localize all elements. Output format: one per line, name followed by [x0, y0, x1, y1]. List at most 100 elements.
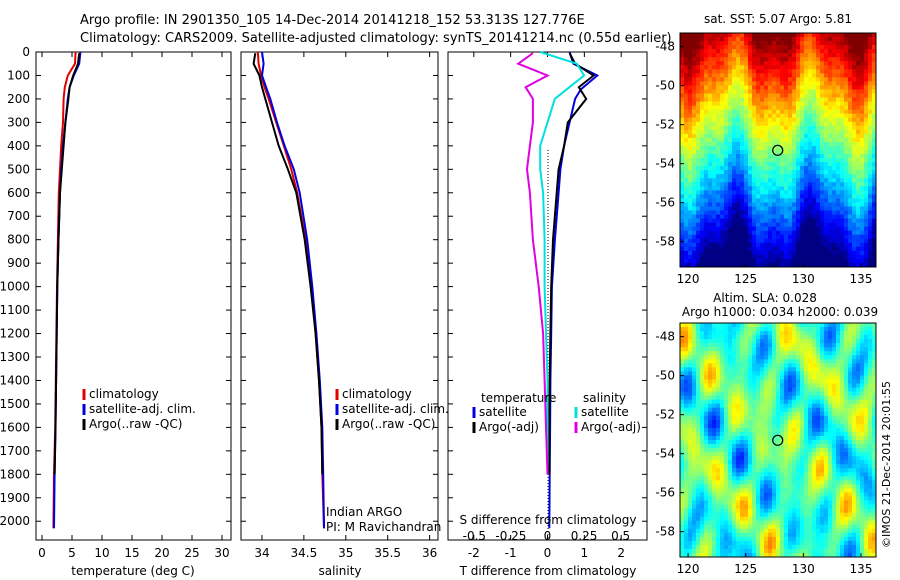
heatmap-cell: [728, 460, 733, 465]
series-line-argo-adj-: [548, 52, 596, 475]
heatmap-cell: [796, 218, 801, 224]
heatmap-cell: [788, 210, 793, 215]
heatmap-cell: [688, 194, 693, 199]
heatmap-cell: [696, 109, 701, 115]
heatmap-cell: [720, 49, 725, 54]
heatmap-cell: [840, 214, 845, 219]
heatmap-cell: [836, 435, 841, 441]
heatmap-cell: [840, 170, 845, 175]
heatmap-cell: [740, 154, 745, 159]
heatmap-cell: [720, 415, 725, 421]
heatmap-cell: [852, 117, 857, 123]
heatmap-cell: [872, 456, 877, 461]
heatmap-cell: [680, 162, 685, 167]
heatmap-cell: [868, 117, 873, 123]
heatmap-cell: [820, 137, 825, 143]
heatmap-cell: [792, 355, 797, 360]
salinity-panel: 34 34.5 35 35.5 36 salinity climatologysatel…: [240, 51, 449, 578]
heatmap-cell: [804, 174, 809, 179]
heatmap-cell: [868, 423, 873, 429]
heatmap-cell: [696, 246, 701, 252]
heatmap-cell: [828, 222, 833, 228]
heatmap-cell: [860, 166, 865, 171]
heatmap-cell: [804, 258, 809, 264]
heatmap-cell: [712, 166, 717, 171]
heatmap-cell: [748, 170, 753, 175]
heatmap-cell: [736, 214, 741, 219]
heatmap-cell: [716, 109, 721, 115]
heatmap-cell: [784, 423, 789, 429]
heatmap-cell: [740, 411, 745, 417]
heatmap-cell: [872, 178, 877, 183]
heatmap-cell: [860, 427, 865, 433]
heatmap-cell: [732, 53, 737, 58]
heatmap-cell: [820, 331, 825, 336]
heatmap-cell: [844, 403, 849, 409]
heatmap-cell: [692, 214, 697, 219]
heatmap-cell: [744, 238, 749, 244]
heatmap-cell: [680, 387, 685, 392]
heatmap-cell: [744, 186, 749, 191]
heatmap-cell: [732, 258, 737, 264]
heatmap-cell: [744, 45, 749, 50]
heatmap-cell: [832, 33, 837, 38]
heatmap-cell: [752, 210, 757, 215]
heatmap-cell: [704, 182, 709, 187]
heatmap-cell: [820, 448, 825, 453]
heatmap-cell: [808, 456, 813, 461]
heatmap-cell: [728, 133, 733, 139]
heatmap-cell: [764, 125, 769, 131]
heatmap-cell: [724, 331, 729, 336]
heatmap-cell: [840, 105, 845, 111]
heatmap-cell: [816, 250, 821, 256]
heatmap-cell: [688, 456, 693, 461]
heatmap-cell: [748, 222, 753, 228]
heatmap-cell: [772, 101, 777, 107]
heatmap-cell: [736, 427, 741, 433]
heatmap-cell: [828, 89, 833, 94]
heatmap-cell: [748, 440, 753, 445]
heatmap-cell: [680, 242, 685, 248]
heatmap-cell: [764, 85, 769, 90]
heatmap-cell: [776, 464, 781, 469]
heatmap-cell: [760, 37, 765, 42]
heatmap-cell: [812, 411, 817, 417]
heatmap-cell: [812, 133, 817, 139]
heatmap-cell: [760, 367, 765, 372]
heatmap-cell: [792, 137, 797, 143]
heatmap-cell: [728, 363, 733, 368]
heatmap-cell: [692, 254, 697, 260]
heatmap-cell: [792, 178, 797, 183]
heatmap-cell: [756, 202, 761, 207]
heatmap-cell: [780, 222, 785, 228]
heatmap-cell: [820, 170, 825, 175]
heatmap-cell: [816, 194, 821, 199]
heatmap-cell: [836, 145, 841, 151]
heatmap-cell: [700, 339, 705, 344]
heatmap-cell: [868, 141, 873, 147]
heatmap-cell: [788, 41, 793, 46]
heatmap-cell: [732, 154, 737, 159]
heatmap-cell: [788, 419, 793, 425]
heatmap-cell: [868, 234, 873, 240]
heatmap-cell: [820, 460, 825, 465]
heatmap-cell: [832, 226, 837, 232]
heatmap-cell: [704, 190, 709, 195]
heatmap-cell: [840, 323, 845, 328]
heatmap-cell: [748, 246, 753, 252]
heatmap-cell: [824, 343, 829, 348]
heatmap-cell: [844, 33, 849, 38]
heatmap-cell: [728, 194, 733, 199]
heatmap-cell: [688, 250, 693, 256]
heatmap-cell: [748, 383, 753, 388]
heatmap-cell: [868, 427, 873, 433]
heatmap-cell: [740, 375, 745, 380]
heatmap-cell: [752, 323, 757, 328]
heatmap-cell: [820, 125, 825, 131]
heatmap-cell: [700, 250, 705, 256]
heatmap-cell: [688, 57, 693, 62]
heatmap-cell: [740, 101, 745, 107]
heatmap-cell: [788, 258, 793, 264]
heatmap-cell: [708, 105, 713, 111]
heatmap-cell: [704, 137, 709, 143]
